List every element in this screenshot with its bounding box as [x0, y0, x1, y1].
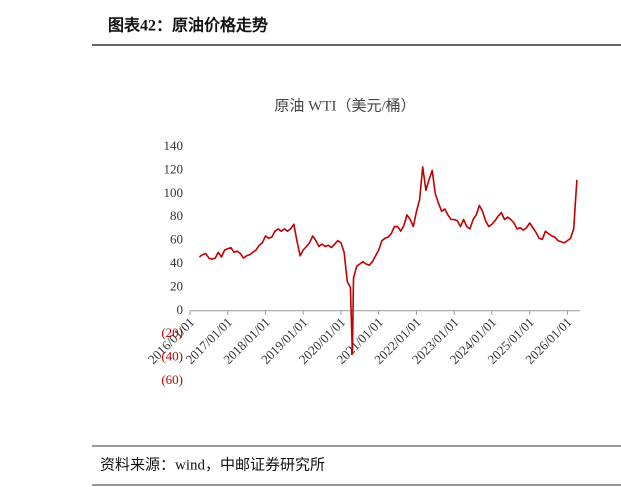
y-tick-label: (40) — [161, 349, 183, 364]
y-tick-label: 80 — [170, 208, 183, 223]
y-tick-label: 20 — [170, 278, 183, 293]
price-line — [198, 166, 578, 355]
y-tick-label: 40 — [170, 255, 183, 270]
y-tick-label: 60 — [170, 232, 183, 247]
y-tick-label: (20) — [161, 325, 183, 340]
source-note: 资料来源：wind，中邮证券研究所 — [100, 456, 325, 473]
y-tick-label: 100 — [164, 185, 184, 200]
chart-title: 原油 WTI（美元/桶） — [274, 97, 415, 114]
y-tick-label: (60) — [161, 372, 183, 387]
y-tick-label: 140 — [164, 138, 184, 153]
y-tick-label: 0 — [177, 302, 184, 317]
y-tick-label: 120 — [164, 161, 184, 176]
header-title: 图表42：原油价格走势 — [108, 16, 268, 35]
